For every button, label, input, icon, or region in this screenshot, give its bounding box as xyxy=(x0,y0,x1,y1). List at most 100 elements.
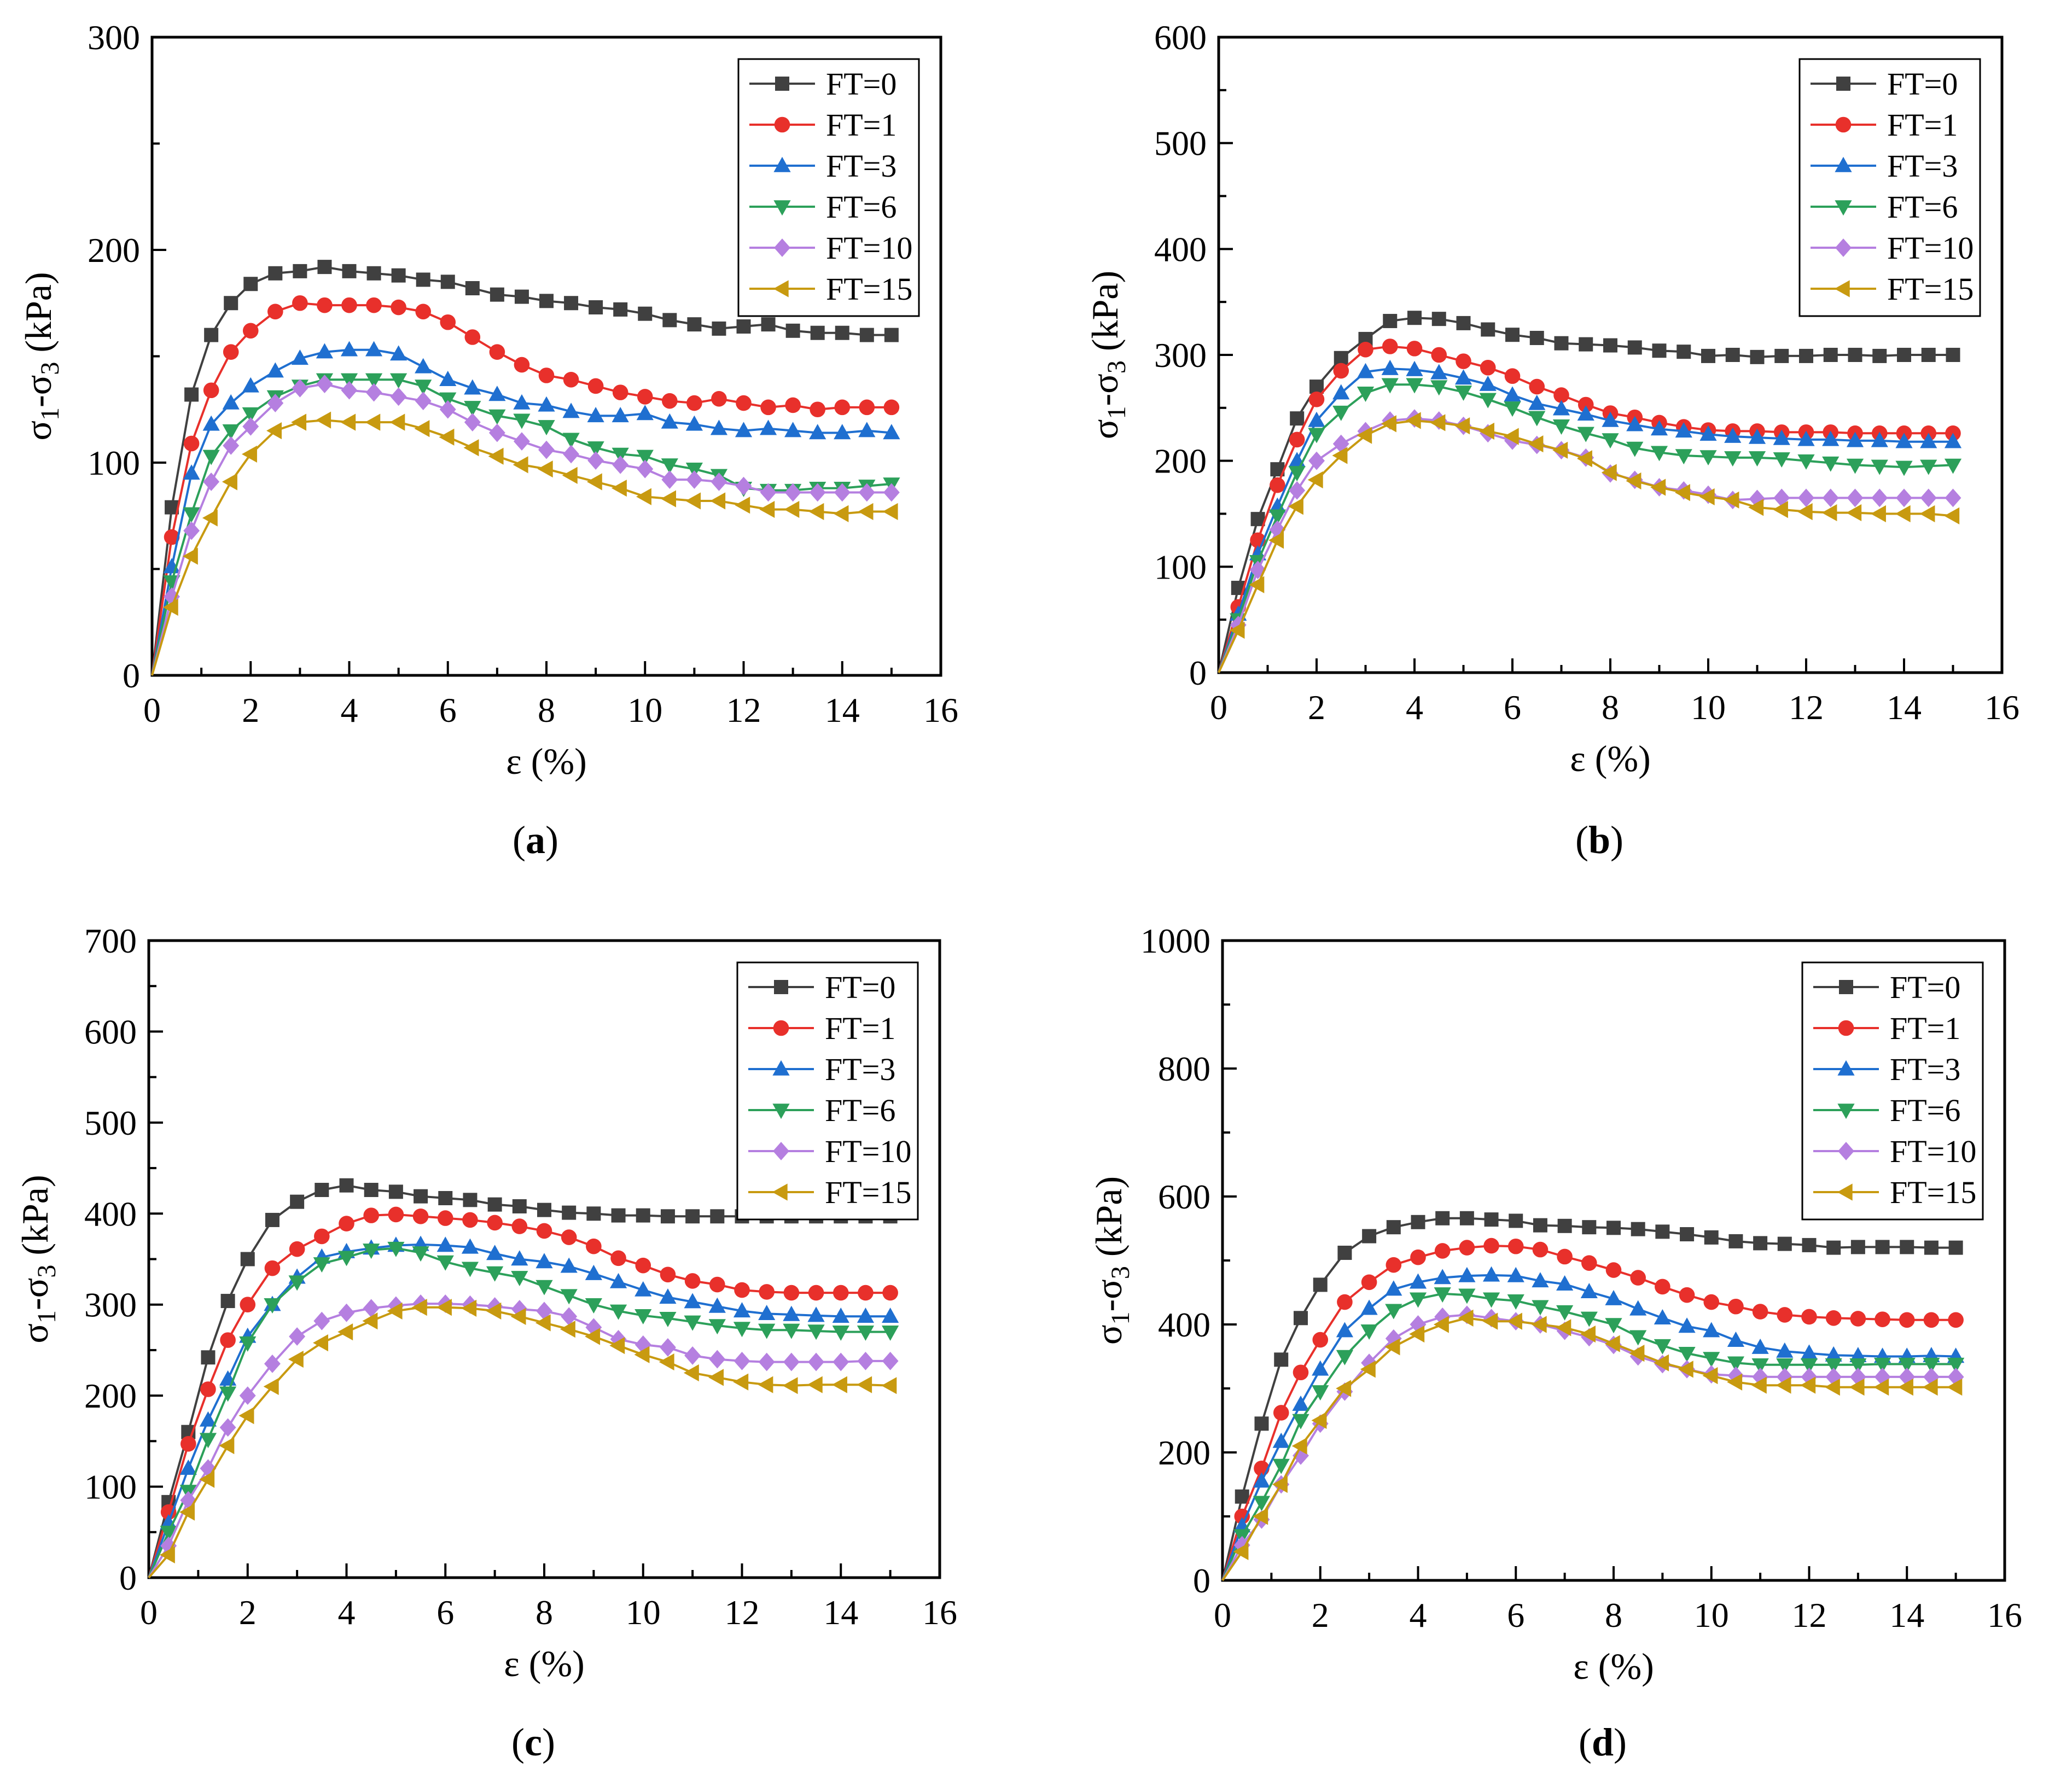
panel-label: (a) xyxy=(513,818,558,862)
y-tick-label: 300 xyxy=(1154,336,1207,375)
data-point xyxy=(1871,431,1888,447)
data-point xyxy=(734,1352,750,1370)
data-point xyxy=(1361,1353,1378,1373)
data-point xyxy=(1947,1368,1964,1386)
data-point xyxy=(809,424,826,440)
data-point xyxy=(464,401,481,417)
series-ft-0 xyxy=(151,260,899,676)
x-tick-label: 8 xyxy=(1602,688,1619,727)
data-point xyxy=(1411,1215,1425,1229)
data-point xyxy=(1602,433,1619,449)
data-point xyxy=(1337,1294,1353,1310)
data-point xyxy=(1923,1368,1940,1386)
data-point xyxy=(1798,488,1814,507)
data-point xyxy=(338,1303,355,1322)
data-point xyxy=(1533,1218,1547,1233)
data-point xyxy=(1895,433,1913,448)
y-axis-title: σ1-σ3 (kPa) xyxy=(1084,271,1131,439)
series-ft-15 xyxy=(1221,1309,1963,1581)
data-point xyxy=(317,297,333,313)
legend-marker xyxy=(1835,200,1852,216)
data-point xyxy=(1899,1312,1915,1328)
data-point xyxy=(659,1338,676,1357)
data-point xyxy=(464,413,481,431)
data-point xyxy=(634,1346,650,1363)
data-point xyxy=(1268,509,1286,525)
data-point xyxy=(365,341,383,357)
data-point xyxy=(1332,405,1350,421)
data-point xyxy=(387,1241,405,1257)
series-line xyxy=(1221,1317,1956,1581)
data-point xyxy=(1850,1311,1866,1327)
x-axis-title: ε (%) xyxy=(1570,738,1651,779)
data-point xyxy=(610,1250,626,1266)
data-point xyxy=(1578,396,1594,413)
x-tick-label: 8 xyxy=(535,1593,553,1632)
data-point xyxy=(635,1257,651,1274)
data-point xyxy=(223,344,239,360)
data-point xyxy=(659,1353,674,1371)
data-point xyxy=(807,1306,825,1322)
data-point xyxy=(339,1178,354,1193)
data-point xyxy=(1849,1379,1865,1396)
data-point xyxy=(1386,1220,1401,1235)
data-point xyxy=(585,1264,602,1280)
data-point xyxy=(291,349,308,365)
data-point xyxy=(1357,427,1372,444)
y-tick-label: 0 xyxy=(123,656,140,695)
data-point xyxy=(1272,1458,1290,1474)
data-point xyxy=(684,1293,701,1309)
data-point xyxy=(883,483,900,502)
data-point xyxy=(1825,1346,1842,1362)
data-point xyxy=(366,266,381,281)
series-ft-1 xyxy=(148,1206,898,1578)
y-tick-label: 200 xyxy=(88,231,140,270)
data-point xyxy=(1458,1266,1476,1282)
x-axis-title: ε (%) xyxy=(504,1643,585,1684)
data-point xyxy=(638,306,653,321)
data-point xyxy=(1777,1307,1793,1323)
data-point xyxy=(511,1300,528,1318)
series-line xyxy=(148,1184,890,1578)
data-point xyxy=(835,325,849,340)
data-point xyxy=(514,357,530,373)
data-point xyxy=(1728,1298,1744,1315)
data-point xyxy=(1332,434,1349,453)
legend-entry: FT=10 xyxy=(1890,1134,1976,1169)
legend-entry: FT=15 xyxy=(826,271,912,307)
legend: FT=0 FT=1 FT=3 FT=6 FT=10 FT=15 xyxy=(737,58,920,317)
data-point xyxy=(1654,1354,1669,1371)
data-point xyxy=(1409,1292,1427,1308)
data-point xyxy=(1272,1432,1290,1448)
x-tick-label: 0 xyxy=(1214,1596,1231,1635)
series-line xyxy=(1221,1217,1956,1581)
data-point xyxy=(1334,351,1348,365)
data-point xyxy=(1654,1339,1671,1355)
data-point xyxy=(636,488,651,505)
data-point xyxy=(1847,488,1864,507)
data-point xyxy=(1776,1358,1794,1374)
data-point xyxy=(733,1322,751,1338)
data-point xyxy=(488,447,504,465)
legend-entry: FT=1 xyxy=(826,107,897,143)
data-point xyxy=(1274,1352,1289,1367)
y-tick-label: 500 xyxy=(1154,124,1207,163)
data-point xyxy=(463,439,479,457)
data-point xyxy=(810,401,825,418)
panel-label: (c) xyxy=(511,1720,555,1764)
x-tick-label: 16 xyxy=(922,1593,957,1632)
data-point xyxy=(1507,1294,1524,1310)
data-point xyxy=(1253,1496,1271,1511)
data-point xyxy=(391,299,406,316)
data-point xyxy=(512,1199,527,1213)
legend: FT=0 FT=1 FT=3 FT=6 FT=10 FT=15 xyxy=(736,961,919,1221)
legend-entry: FT=15 xyxy=(1890,1175,1976,1210)
data-point xyxy=(341,297,357,313)
data-point xyxy=(1254,1416,1269,1431)
data-point xyxy=(783,1305,800,1321)
data-point xyxy=(1601,464,1617,481)
data-point xyxy=(685,462,703,478)
data-point xyxy=(1381,359,1399,375)
data-point xyxy=(1920,433,1937,448)
